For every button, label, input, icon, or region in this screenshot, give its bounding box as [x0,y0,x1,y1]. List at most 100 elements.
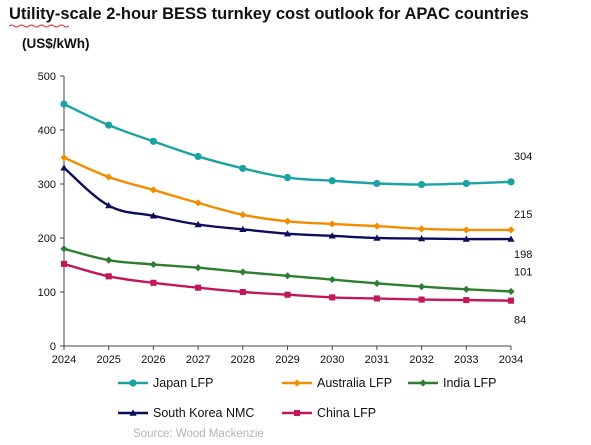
data-point [418,225,426,233]
data-point [194,152,202,161]
spellcheck-underline [9,24,69,28]
data-point [462,235,470,242]
y-tick-label: 500 [38,71,56,83]
data-point [105,173,113,181]
y-tick-label: 400 [38,125,56,137]
x-tick-label: 2027 [186,354,210,366]
data-point [329,294,336,301]
series-australia-lfp [60,153,515,234]
legend-swatch [118,409,148,416]
data-point [284,291,291,298]
chart-title: Utility-scale 2-hour BESS turnkey cost o… [9,5,529,23]
x-tick-label: 2031 [365,354,389,366]
chart-subtitle-units: (US$/kWh) [22,36,90,51]
legend-label: India LFP [443,376,497,390]
data-point [463,297,470,304]
legend-item: South Korea NMC [118,406,254,420]
data-point [462,179,470,188]
data-point [373,222,381,230]
legend-item: Australia LFP [282,376,392,390]
data-point [283,230,292,237]
x-tick-label: 2030 [320,354,344,366]
data-point [239,164,247,172]
y-tick-label: 0 [50,341,56,353]
data-point [105,256,113,264]
data-point [194,264,202,272]
data-point [194,199,202,207]
data-point [328,220,336,228]
series-line [63,247,512,293]
legend-label: Japan LFP [153,376,214,390]
data-point [105,202,113,209]
x-tick-label: 2028 [231,354,255,366]
x-tick-label: 2033 [454,354,478,366]
data-point [149,186,157,194]
series-layer [60,100,515,304]
data-point [373,279,381,287]
data-point [418,296,425,303]
data-point [195,284,202,291]
data-point [60,153,68,162]
end-labels-layer: 304 215 101 198 84 [514,151,532,327]
data-point [328,177,336,185]
data-point [373,179,381,188]
legend-swatch [282,409,312,417]
data-point [462,226,470,234]
data-point [150,279,157,286]
data-point [418,180,426,189]
data-point [507,226,515,234]
end-value-label: 101 [514,266,532,278]
x-tick-label: 2026 [141,354,165,366]
data-point [418,234,426,242]
data-point [239,268,247,276]
legend: Japan LFP Australia LFP India LFP South Kor… [118,376,588,426]
x-tick-label: 2024 [52,354,76,366]
y-tick-label: 100 [38,287,56,299]
data-point [373,234,381,241]
series-india-lfp [60,245,515,296]
end-value-label: 215 [514,209,532,221]
data-point [462,285,470,293]
data-point [418,283,426,291]
data-point [239,211,247,219]
data-point [507,297,515,304]
data-point [328,232,336,239]
legend-item: India LFP [408,376,497,390]
data-point [283,217,292,225]
end-value-label: 84 [514,315,526,327]
legend-item: Japan LFP [118,376,213,390]
legend-swatch [118,379,148,387]
series-south-korea-nmc [60,164,515,242]
data-point [283,173,292,182]
data-point [149,137,157,145]
data-point [60,100,68,108]
data-point [507,287,515,296]
legend-swatch [408,379,438,387]
series-china-lfp [60,260,515,304]
end-value-label: 304 [514,151,532,163]
series-line [63,102,512,186]
data-point [373,295,380,302]
data-point [105,121,113,129]
data-point [60,260,68,267]
x-tick-label: 2029 [275,354,299,366]
source-note: Source: Wood Mackenzie [133,428,264,440]
x-tick-label: 2032 [409,354,433,366]
end-value-label: 198 [514,249,532,261]
data-point [149,260,157,269]
data-point [239,225,247,233]
legend-swatch [282,379,312,387]
axes: 0 100 200 300 400 500 2024 2025 2026 2027 2028 2029… [38,71,524,366]
y-tick-label: 200 [38,233,56,245]
data-point [328,275,336,284]
data-point [60,245,68,253]
data-point [239,288,246,296]
y-tick-label: 300 [38,179,56,191]
x-tick-label: 2034 [499,354,523,366]
data-point [194,220,202,228]
data-point [507,235,515,242]
data-point [507,178,515,186]
legend-label: South Korea NMC [153,406,255,420]
x-tick-label: 2025 [96,354,120,366]
series-japan-lfp [60,100,515,189]
